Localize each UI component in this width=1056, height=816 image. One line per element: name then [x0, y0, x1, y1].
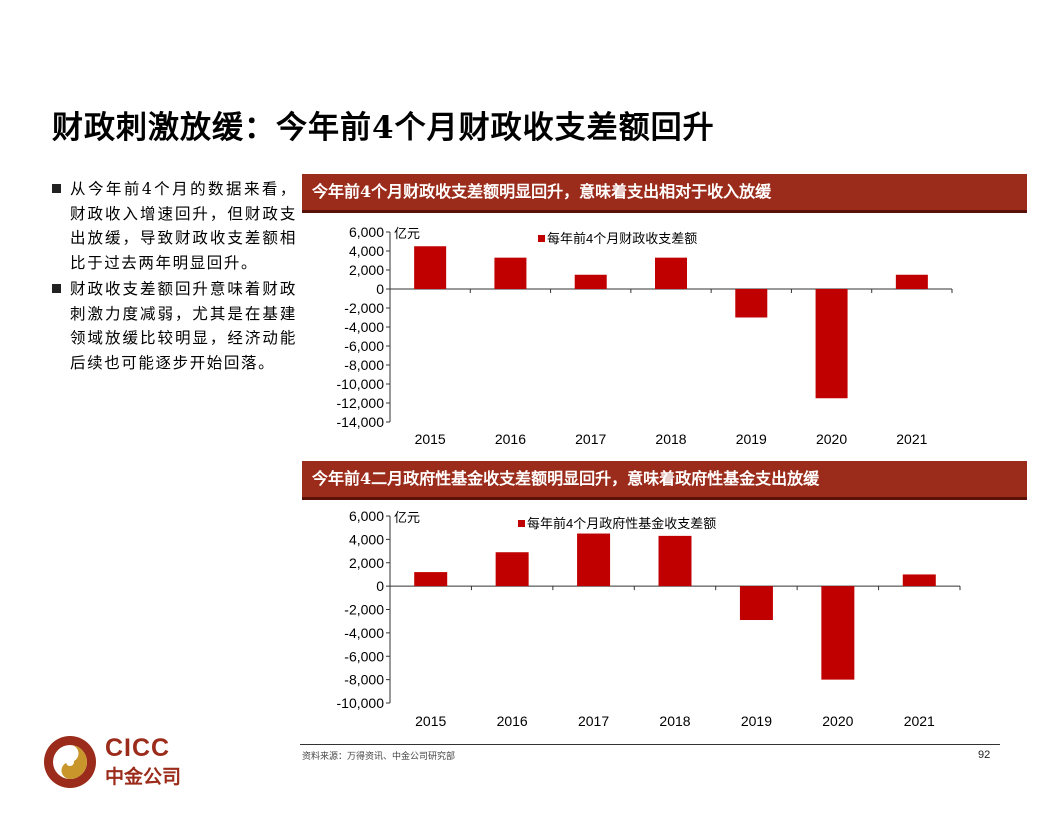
bar-2021 [895, 274, 928, 289]
y-tick-label: -10,000 [337, 376, 385, 392]
bar-2021 [902, 574, 936, 587]
square-bullet-icon [52, 184, 61, 193]
bullet-item: 从今年前4个月的数据来看，财政收入增速回升，但财政支出放缓，导致财政收支差额相比… [52, 177, 297, 275]
y-tick-label: -4,000 [344, 625, 384, 641]
bullet-list: 从今年前4个月的数据来看，财政收入增速回升，但财政支出放缓，导致财政收支差额相比… [52, 177, 297, 377]
x-tick-label: 2015 [415, 713, 446, 729]
x-tick-label: 2017 [575, 431, 606, 447]
x-tick-label: 2018 [659, 713, 690, 729]
x-tick-label: 2016 [497, 713, 528, 729]
footer-divider [300, 744, 1000, 745]
legend-label: 每年前4个月政府性基金收支差额 [527, 516, 716, 531]
bullet-text: 从今年前4个月的数据来看，财政收入增速回升，但财政支出放缓，导致财政收支差额相比… [70, 180, 297, 272]
page-number: 92 [978, 749, 991, 761]
legend-swatch [538, 235, 545, 242]
y-tick-label: -6,000 [344, 338, 384, 354]
x-tick-label: 2021 [896, 431, 927, 447]
y-tick-label: 4,000 [349, 243, 384, 259]
chart-panel-header: 今年前4二月政府性基金收支差额明显回升，意味着政府性基金支出放缓 [302, 461, 1027, 500]
x-tick-label: 2019 [736, 431, 767, 447]
x-tick-label: 2018 [655, 431, 686, 447]
government-fund-balance-chart: 6,000 4,000 2,000 0 -2,000 -4,000 -6,000 -8,000… [337, 508, 961, 729]
chart-panel-fiscal: 今年前4个月财政收支差额明显回升，意味着支出相对于收入放缓 6,000 4,000… [302, 174, 1027, 453]
y-tick-label: 4,000 [349, 531, 384, 547]
x-tick-label: 2020 [816, 431, 847, 447]
bullet-item: 财政收支差额回升意味着财政刺激力度减弱，尤其是在基建领域放缓比较明显，经济动能后… [52, 277, 297, 375]
bar-2020 [821, 586, 855, 680]
bar-2017 [574, 274, 607, 289]
y-tick-label: 2,000 [349, 555, 384, 571]
square-bullet-icon [52, 284, 61, 293]
y-tick-label: -12,000 [337, 395, 385, 411]
y-tick-label: -6,000 [344, 648, 384, 664]
y-tick-label: 6,000 [349, 224, 384, 240]
y-tick-label: -8,000 [344, 357, 384, 373]
cicc-logo: CICC 中金公司 [42, 734, 202, 790]
bar-2015 [414, 572, 448, 587]
y-unit-label: 亿元 [394, 226, 420, 241]
bar-2020 [815, 289, 848, 399]
y-tick-label: 2,000 [349, 262, 384, 278]
bar-2018 [658, 535, 692, 587]
y-tick-label: -2,000 [344, 602, 384, 618]
bar-2016 [495, 552, 529, 587]
fiscal-balance-chart: 6,000 4,000 2,000 0 -2,000 -4,000 -6,000 -8,000… [337, 224, 953, 447]
bar-2019 [735, 289, 768, 318]
page-title: 财政刺激放缓：今年前4个月财政收支差额回升 [52, 110, 715, 146]
y-tick-label: -14,000 [337, 414, 385, 430]
y-tick-label: -4,000 [344, 319, 384, 335]
bar-2015 [414, 246, 447, 289]
y-tick-label: -10,000 [337, 695, 385, 711]
bar-2019 [739, 586, 773, 621]
y-unit-label: 亿元 [394, 510, 420, 525]
legend-swatch [518, 520, 525, 527]
chart-panel-header: 今年前4个月财政收支差额明显回升，意味着支出相对于收入放缓 [302, 174, 1027, 213]
x-tick-label: 2019 [741, 713, 772, 729]
x-tick-label: 2015 [415, 431, 446, 447]
cicc-logo-icon [44, 736, 96, 788]
x-tick-label: 2016 [495, 431, 526, 447]
legend-label: 每年前4个月财政收支差额 [547, 231, 697, 246]
bar-2018 [655, 257, 687, 289]
chart-panel-fund: 今年前4二月政府性基金收支差额明显回升，意味着政府性基金支出放缓 6,000 4,… [302, 461, 1027, 740]
bar-2016 [494, 257, 527, 289]
y-tick-label: -8,000 [344, 672, 384, 688]
logo-text-cn: 中金公司 [105, 766, 182, 788]
x-tick-label: 2017 [578, 713, 609, 729]
y-tick-label: 6,000 [349, 508, 384, 524]
y-tick-label: 0 [376, 281, 384, 297]
logo-text-en: CICC [105, 734, 171, 762]
bullet-text: 财政收支差额回升意味着财政刺激力度减弱，尤其是在基建领域放缓比较明显，经济动能后… [70, 280, 297, 372]
x-tick-label: 2020 [822, 713, 853, 729]
y-tick-label: 0 [376, 578, 384, 594]
y-tick-label: -2,000 [344, 300, 384, 316]
x-tick-label: 2021 [904, 713, 935, 729]
source-note: 资料来源：万得资讯、中金公司研究部 [302, 752, 456, 762]
bar-2017 [577, 533, 611, 587]
